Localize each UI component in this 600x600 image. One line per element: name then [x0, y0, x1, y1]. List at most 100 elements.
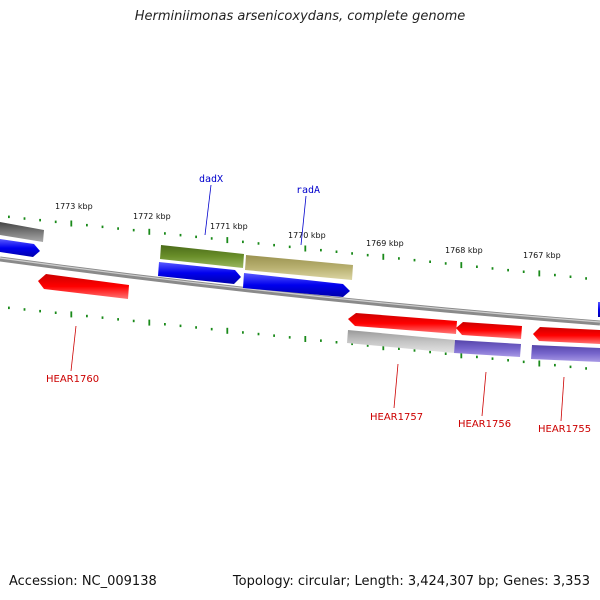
- lower-tick-minor: [39, 309, 41, 313]
- lower-tick-minor: [491, 357, 494, 360]
- gene-forward-gray-partial[interactable]: [0, 222, 44, 242]
- lower-tick-minor: [101, 316, 104, 319]
- lower-tick-minor: [288, 336, 291, 339]
- upper-tick-minor: [257, 242, 260, 245]
- gene-forward-blue-1[interactable]: [158, 262, 241, 284]
- gene-forward-blue-partial[interactable]: [0, 239, 40, 257]
- lower-tick-minor: [366, 344, 369, 347]
- lower-tick-minor: [444, 352, 447, 355]
- lower-tick-minor: [522, 360, 525, 364]
- upper-tick-minor: [195, 235, 197, 239]
- lower-tick-minor: [195, 326, 197, 329]
- upper-tick-major: [148, 228, 151, 235]
- gene-HEAR1760[interactable]: [38, 274, 129, 299]
- upper-tick-minor: [242, 240, 244, 244]
- lower-tick-minor: [257, 332, 260, 336]
- genome-backbone-highlight: [0, 257, 600, 323]
- upper-tick-minor: [335, 250, 338, 253]
- lower-tick-minor: [242, 331, 244, 334]
- upper-tick-minor: [398, 257, 400, 260]
- lower-tick-minor: [320, 339, 322, 342]
- upper-tick-minor: [86, 223, 88, 227]
- upper-tick-minor: [39, 218, 41, 222]
- lower-tick-minor: [335, 341, 338, 344]
- gene-HEAR1756[interactable]: [454, 340, 521, 357]
- gene-label-HEAR1755[interactable]: HEAR1755: [538, 424, 591, 435]
- upper-tick-major: [538, 270, 541, 277]
- upper-tick-minor: [585, 277, 587, 280]
- lower-tick-minor: [554, 363, 556, 367]
- lower-tick-minor: [117, 318, 119, 321]
- genome-title: Herminiimonas arsenicoxydans, complete g…: [134, 9, 466, 24]
- upper-tick-major: [304, 245, 307, 252]
- lower-tick-minor: [23, 308, 26, 311]
- gene-HEAR1755-red[interactable]: [533, 327, 600, 344]
- lower-tick-minor: [585, 367, 587, 370]
- lower-tick-minor: [569, 365, 572, 369]
- lower-tick-minor: [429, 350, 431, 354]
- lower-tick-major: [70, 311, 73, 318]
- lower-tick-minor: [273, 334, 275, 337]
- upper-tick-minor: [23, 217, 26, 220]
- gene-HEAR1757-red[interactable]: [348, 313, 457, 334]
- tick-label-1768: 1768 kbp: [445, 246, 483, 255]
- lower-tick-row: [8, 306, 587, 370]
- lower-tick-minor: [164, 323, 166, 326]
- upper-tick-minor: [476, 265, 478, 268]
- upper-tick-minor: [179, 233, 182, 237]
- lower-tick-major: [304, 336, 307, 342]
- gene-HEAR1756-red[interactable]: [456, 322, 522, 339]
- lower-tick-major: [538, 360, 541, 367]
- lower-tick-minor: [86, 314, 88, 318]
- leader-radA: [300, 195, 307, 246]
- lower-tick-minor: [179, 324, 182, 328]
- leader-dadX: [204, 184, 212, 236]
- upper-tick-minor: [164, 232, 166, 235]
- genome-summary: Topology: circular; Length: 3,424,307 bp…: [232, 574, 590, 589]
- gene-forward-blue-2[interactable]: [243, 273, 350, 297]
- genome-backbone: [0, 256, 600, 326]
- upper-tick-minor: [320, 248, 322, 252]
- upper-tick-minor: [132, 228, 135, 232]
- gene-HEAR1755[interactable]: [531, 345, 600, 362]
- upper-tick-minor: [366, 253, 369, 257]
- lower-tick-minor: [132, 319, 135, 323]
- upper-tick-minor: [507, 268, 509, 272]
- leader-HEAR1756: [481, 371, 487, 417]
- gene-label-HEAR1760[interactable]: HEAR1760: [46, 374, 99, 385]
- upper-tick-minor: [117, 227, 119, 230]
- tick-label-1770: 1770 kbp: [288, 231, 326, 240]
- lower-tick-major: [382, 344, 385, 351]
- gene-label-dadX[interactable]: dadX: [199, 174, 223, 185]
- upper-tick-minor: [444, 262, 447, 265]
- gene-label-HEAR1757[interactable]: HEAR1757: [370, 412, 423, 423]
- lower-tick-major: [460, 352, 463, 359]
- lower-tick-major: [148, 319, 151, 326]
- gene-dadX[interactable]: [160, 245, 244, 268]
- upper-tick-minor: [554, 273, 556, 277]
- upper-tick-major: [460, 262, 463, 269]
- gene-radA[interactable]: [245, 255, 353, 280]
- gene-label-radA[interactable]: radA: [296, 185, 320, 196]
- upper-tick-major: [382, 253, 385, 260]
- leader-HEAR1755: [560, 376, 565, 422]
- upper-tick-minor: [288, 245, 291, 249]
- lower-tick-minor: [507, 359, 509, 362]
- tick-label-1772: 1772 kbp: [133, 212, 171, 221]
- upper-tick-minor: [522, 270, 525, 273]
- lower-tick-minor: [398, 347, 400, 350]
- lower-tick-minor: [210, 327, 213, 331]
- gene-label-HEAR1756[interactable]: HEAR1756: [458, 419, 511, 430]
- upper-tick-minor: [351, 252, 353, 255]
- gene-HEAR1757[interactable]: [347, 330, 455, 353]
- leader-HEAR1760: [70, 325, 77, 372]
- upper-tick-row: [8, 215, 587, 280]
- tick-label-1767: 1767 kbp: [523, 251, 561, 260]
- lower-tick-minor: [54, 311, 57, 314]
- lower-tick-minor: [476, 355, 478, 359]
- tick-label-1771: 1771 kbp: [210, 222, 248, 231]
- upper-tick-minor: [413, 258, 416, 262]
- upper-tick-minor: [569, 275, 572, 278]
- upper-tick-minor: [491, 267, 494, 270]
